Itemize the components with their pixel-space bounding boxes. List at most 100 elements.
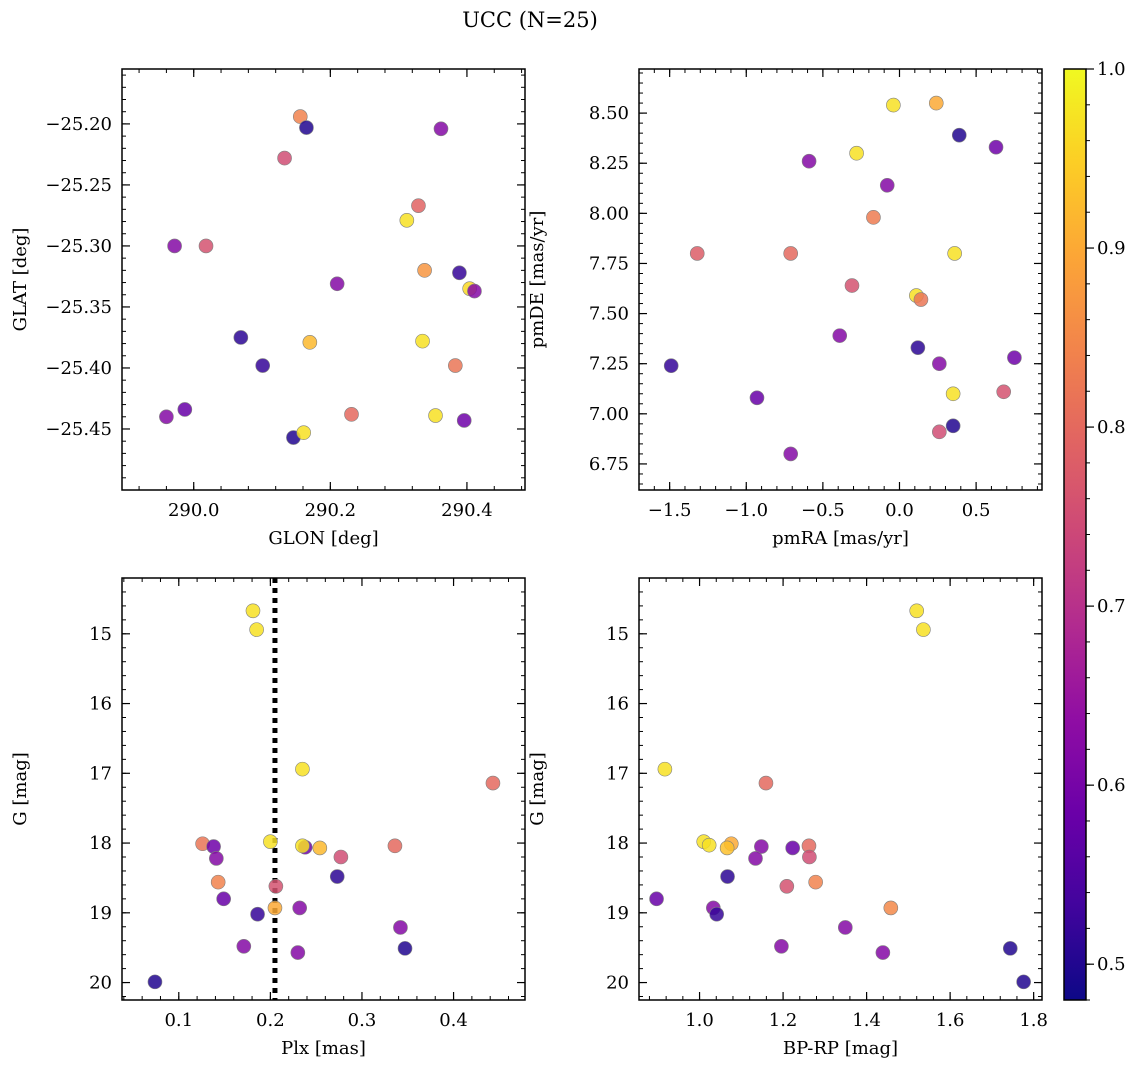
- data-point: [754, 839, 769, 854]
- data-point: [932, 424, 947, 440]
- panel-3: 0.1 0.2 0.3 0.4 15 16 17 18 19 20 Plx [mas] G [mag]: [10, 577, 526, 1059]
- y-axis-label: pmDE [mas/yr]: [527, 211, 548, 349]
- data-point: [988, 139, 1004, 155]
- data-point: [159, 409, 174, 425]
- data-point: [1016, 974, 1031, 990]
- data-point: [333, 849, 349, 865]
- data-point: [267, 900, 283, 916]
- data-point: [832, 328, 848, 343]
- data-point: [263, 834, 278, 849]
- x-tick-label: 1.2: [769, 1010, 798, 1031]
- data-point: [932, 356, 947, 372]
- data-point: [245, 603, 261, 619]
- x-tick-label: 0.4: [439, 1010, 468, 1031]
- data-point: [720, 869, 735, 884]
- y-tick-label: 19: [89, 903, 112, 924]
- data-point: [249, 622, 264, 637]
- data-point: [701, 837, 717, 853]
- x-tick-label: 1.4: [852, 1010, 881, 1031]
- x-tick-label: 1.6: [936, 1010, 965, 1031]
- data-point: [433, 121, 449, 137]
- x-tick-label: 290.2: [305, 500, 357, 521]
- axes-frame: [638, 577, 1043, 1001]
- major-ticks: [122, 69, 525, 490]
- major-ticks: [639, 578, 1042, 1000]
- minor-ticks: [639, 577, 1042, 1000]
- x-tick-label: 1.8: [1019, 1010, 1048, 1031]
- x-axis-label: BP-RP [mag]: [783, 1038, 898, 1059]
- panel-2: −1.5 −1.0 −0.5 0.0 0.5 6.75 7.00 7.25 7.50 7.75 8.…: [527, 68, 1043, 549]
- data-point: [748, 851, 763, 866]
- x-tick-label: 0.5: [962, 500, 991, 521]
- data-point: [399, 213, 415, 228]
- x-axis-label: GLON [deg]: [268, 528, 378, 549]
- data-point: [296, 425, 311, 440]
- x-tick-label: 0.2: [256, 1010, 285, 1031]
- data-point: [783, 446, 798, 462]
- y-tick-label: 16: [606, 694, 629, 715]
- data-point: [947, 246, 962, 261]
- data-point: [1007, 350, 1022, 365]
- data-point: [295, 838, 310, 854]
- data-point: [657, 761, 673, 777]
- panel-4: 1.0 1.2 1.4 1.6 1.8 15 16 17 18 19 20 BP-RP [mag] G …: [527, 577, 1048, 1059]
- data-point: [866, 210, 881, 225]
- figure-title: UCC (N=25): [462, 8, 598, 32]
- y-tick-label: 17: [606, 763, 629, 784]
- y-tick-label: 7.00: [589, 404, 629, 425]
- y-tick-label: 18: [89, 833, 112, 854]
- data-point: [177, 402, 193, 417]
- y-tick-label: 8.25: [589, 153, 629, 174]
- data-point: [250, 906, 265, 922]
- x-tick-label: 290.4: [441, 500, 493, 521]
- data-point: [945, 386, 961, 402]
- y-tick-label: −25.40: [45, 358, 112, 379]
- data-point: [649, 891, 664, 907]
- x-axis-label: Plx [mas]: [281, 1038, 366, 1059]
- data-point: [844, 278, 860, 293]
- data-point: [452, 265, 467, 281]
- data-point: [774, 938, 789, 954]
- x-tick-label: −0.5: [801, 500, 845, 521]
- data-point: [456, 413, 472, 428]
- y-tick-label: 8.50: [589, 103, 629, 124]
- data-point: [467, 283, 482, 299]
- data-point: [719, 840, 735, 856]
- major-ticks: [122, 578, 525, 1000]
- y-axis-label: G [mag]: [10, 752, 31, 825]
- data-point: [216, 891, 231, 907]
- data-point: [411, 198, 426, 213]
- data-point: [758, 775, 774, 791]
- colorbar-gradient: [1063, 68, 1087, 1001]
- data-point: [1002, 941, 1018, 956]
- y-tick-label: 15: [606, 624, 629, 645]
- data-point: [913, 292, 929, 307]
- data-point: [779, 879, 795, 894]
- data-point: [910, 340, 926, 355]
- data-point: [210, 874, 226, 890]
- y-tick-label: 7.25: [589, 354, 629, 375]
- panel-1: 290.0 290.2 290.4 −25.20 −25.25 −25.30 −25.35 −…: [10, 68, 526, 549]
- data-point: [996, 384, 1011, 400]
- major-ticks: [639, 69, 1042, 490]
- scatter-points: [649, 603, 1031, 990]
- colorbar-tick-label: 0.6: [1097, 775, 1126, 796]
- y-tick-label: 17: [89, 763, 112, 784]
- y-tick-label: 6.75: [589, 454, 629, 475]
- axes-frame: [638, 68, 1043, 491]
- y-tick-label: −25.30: [45, 236, 112, 257]
- data-point: [801, 153, 817, 169]
- data-point: [268, 879, 284, 894]
- data-point: [198, 238, 214, 254]
- x-tick-label: −1.0: [724, 500, 768, 521]
- data-point: [916, 622, 931, 637]
- y-tick-label: 15: [89, 624, 112, 645]
- data-point: [329, 869, 345, 884]
- data-point: [415, 333, 430, 349]
- y-tick-label: −25.45: [45, 419, 112, 440]
- scatter-points: [663, 95, 1022, 462]
- data-point: [236, 938, 252, 954]
- data-point: [749, 390, 765, 406]
- data-point: [951, 127, 967, 143]
- data-point: [485, 775, 501, 791]
